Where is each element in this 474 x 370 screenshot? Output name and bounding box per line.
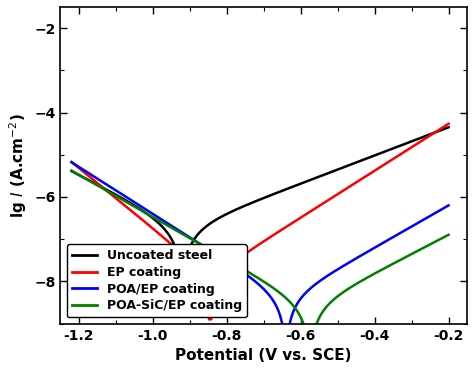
POA/EP coating — [153, 213, 158, 218]
POA-SiC/EP coating — [74, 172, 80, 176]
Uncoated steel — [74, 172, 80, 176]
POA/EP coating — [276, 310, 282, 314]
Uncoated steel — [181, 280, 186, 284]
EP coating — [70, 161, 76, 165]
POA/EP coating — [161, 218, 166, 223]
Uncoated steel — [70, 170, 76, 174]
Line: POA/EP coating: POA/EP coating — [72, 162, 448, 345]
POA/EP coating — [282, 343, 288, 347]
Uncoated steel — [287, 186, 292, 190]
Uncoated steel — [446, 125, 451, 130]
EP coating — [446, 122, 451, 126]
EP coating — [206, 317, 212, 322]
POA/EP coating — [446, 203, 451, 208]
POA-SiC/EP coating — [284, 297, 290, 302]
X-axis label: Potential (V vs. SCE): Potential (V vs. SCE) — [175, 348, 352, 363]
Legend: Uncoated steel, EP coating, POA/EP coating, POA-SiC/EP coating: Uncoated steel, EP coating, POA/EP coati… — [67, 244, 247, 317]
Y-axis label: lg $I$ (A.cm$^{-2}$): lg $I$ (A.cm$^{-2}$) — [7, 113, 28, 218]
POA-SiC/EP coating — [370, 272, 375, 277]
Uncoated steel — [69, 169, 74, 174]
POA-SiC/EP coating — [446, 233, 451, 237]
EP coating — [329, 195, 335, 200]
EP coating — [370, 170, 375, 174]
POA/EP coating — [200, 243, 206, 248]
POA/EP coating — [69, 160, 74, 164]
POA-SiC/EP coating — [70, 169, 76, 174]
POA/EP coating — [73, 162, 78, 167]
Line: Uncoated steel: Uncoated steel — [72, 127, 448, 282]
POA-SiC/EP coating — [329, 299, 335, 303]
POA-SiC/EP coating — [69, 168, 74, 173]
POA-SiC/EP coating — [446, 233, 451, 237]
EP coating — [74, 165, 80, 169]
Uncoated steel — [370, 154, 375, 158]
Line: EP coating: EP coating — [72, 124, 448, 319]
EP coating — [287, 222, 292, 227]
Uncoated steel — [446, 125, 451, 130]
EP coating — [446, 122, 451, 126]
POA-SiC/EP coating — [305, 343, 311, 347]
EP coating — [69, 160, 74, 164]
Uncoated steel — [329, 169, 335, 174]
Line: POA-SiC/EP coating: POA-SiC/EP coating — [72, 171, 448, 345]
POA/EP coating — [393, 233, 399, 238]
